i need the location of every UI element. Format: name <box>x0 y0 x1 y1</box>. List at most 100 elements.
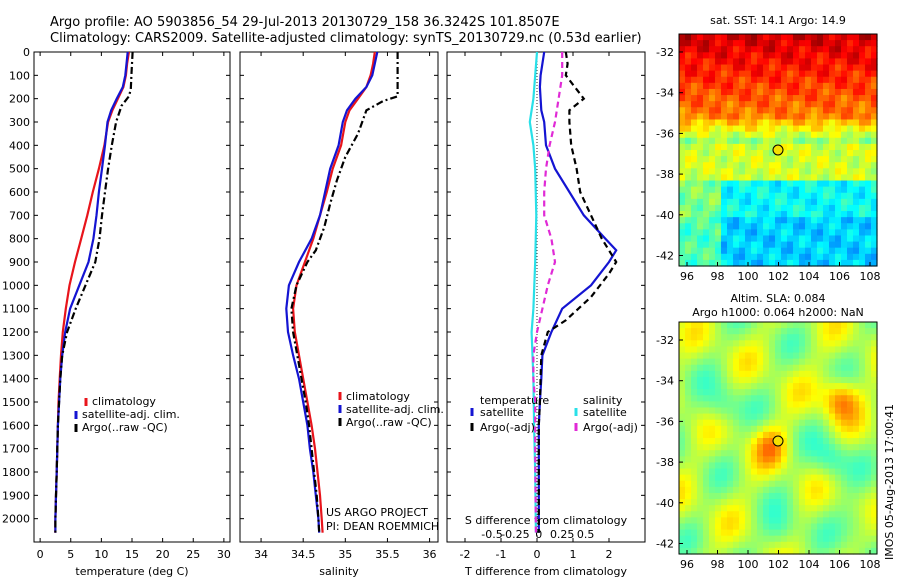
map-cell <box>871 517 878 525</box>
map-cell <box>799 198 806 206</box>
x-tick-label: 5 <box>67 548 74 561</box>
map-cell <box>799 364 806 372</box>
map-cell <box>841 125 848 133</box>
top-tick-label: -0.25 <box>501 528 529 541</box>
map-cell <box>853 431 860 439</box>
map-cell <box>799 370 806 378</box>
map-cell <box>853 450 860 457</box>
map-cell <box>739 444 746 451</box>
map-cell <box>745 340 752 348</box>
map-cell <box>871 419 878 427</box>
map-cell <box>685 364 692 372</box>
map-cell <box>793 107 800 114</box>
map-cell <box>853 131 860 139</box>
map-cell <box>703 137 710 145</box>
map-cell <box>769 241 776 249</box>
y-tick-label: 300 <box>9 116 30 129</box>
map-cell <box>817 407 824 415</box>
map-cell <box>775 40 782 47</box>
map-cell <box>697 34 704 41</box>
map-cell <box>793 376 800 384</box>
map-cell <box>679 247 686 255</box>
map-cell <box>685 340 692 348</box>
map-cell <box>799 241 806 249</box>
map-cell <box>745 322 752 329</box>
map-cell <box>775 444 782 451</box>
map-cell <box>757 407 764 415</box>
map-cell <box>709 204 716 212</box>
map-cell <box>763 346 770 354</box>
map-cell <box>823 186 830 194</box>
map-cell <box>679 180 686 188</box>
map-cell <box>853 492 860 500</box>
map-cell <box>703 101 710 108</box>
map-cell <box>823 505 830 512</box>
map-cell <box>685 499 692 506</box>
map-cell <box>733 113 740 121</box>
map-cell <box>733 247 740 255</box>
map-cell <box>685 241 692 249</box>
map-cell <box>781 82 788 90</box>
map-cell <box>799 505 806 512</box>
map-cell <box>829 517 836 525</box>
map-cell <box>739 229 746 237</box>
map-cell <box>781 529 788 537</box>
map-cell <box>871 444 878 451</box>
map-cell <box>841 529 848 537</box>
map-cell <box>823 150 830 157</box>
map-cell <box>835 211 842 218</box>
map-cell <box>805 486 812 494</box>
map-cell <box>823 401 830 409</box>
map-cell <box>727 340 734 348</box>
map-cell <box>739 259 746 267</box>
map-cell <box>787 401 794 409</box>
map-cell <box>817 529 824 537</box>
map-cell <box>859 529 866 537</box>
map-cell <box>757 517 764 525</box>
map-cell <box>691 156 698 163</box>
map-cell <box>835 95 842 102</box>
map-cell <box>757 131 764 139</box>
map-cell <box>685 474 692 482</box>
map-cell <box>769 229 776 237</box>
map-cell <box>853 52 860 60</box>
map-cell <box>715 174 722 182</box>
map-cell <box>787 425 794 433</box>
map-cell <box>865 259 872 267</box>
map-cell <box>739 535 746 543</box>
map-cell <box>721 401 728 409</box>
map-cell <box>871 505 878 512</box>
map-cell <box>745 523 752 531</box>
map-cell <box>853 101 860 108</box>
map-cell <box>739 340 746 348</box>
map-cell <box>727 229 734 237</box>
map-cell <box>703 192 710 200</box>
map-cell <box>853 107 860 114</box>
map-cell <box>763 456 770 464</box>
map-cell <box>847 468 854 476</box>
x-tick-label: 1 <box>570 548 577 561</box>
map-cell <box>823 70 830 78</box>
map-cell <box>679 322 686 329</box>
series-line-1 <box>54 51 129 533</box>
map-cell <box>775 229 782 237</box>
map-cell <box>757 389 764 396</box>
map-cell <box>721 131 728 139</box>
map-cell <box>691 340 698 348</box>
map-cell <box>829 486 836 494</box>
map-cell <box>847 407 854 415</box>
map-cell <box>799 395 806 402</box>
map-cell <box>703 492 710 500</box>
map-cell <box>799 174 806 182</box>
map-cell <box>799 523 806 531</box>
map-cell <box>691 474 698 482</box>
map-cell <box>841 137 848 145</box>
map-cell <box>769 101 776 108</box>
map-cell <box>811 34 818 41</box>
map-cell <box>871 198 878 206</box>
imos-timestamp: IMOS 05-Aug-2013 17:00:41 <box>883 404 896 560</box>
map-cell <box>709 241 716 249</box>
map-cell <box>691 352 698 360</box>
map-cell <box>769 259 776 267</box>
map-cell <box>805 76 812 84</box>
